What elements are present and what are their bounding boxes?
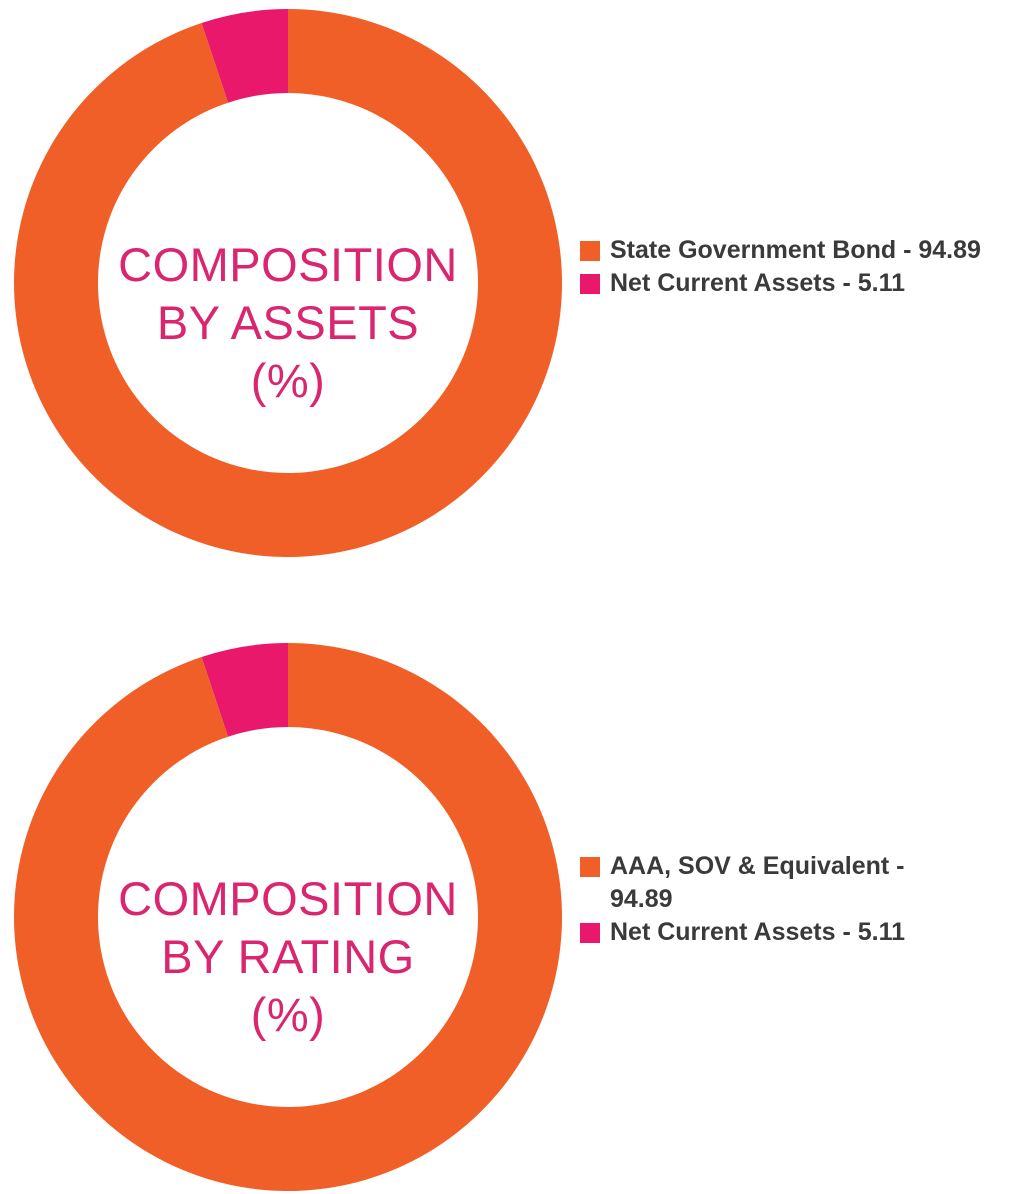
center-title-line: (%) [250, 988, 326, 1041]
legend-swatch [580, 923, 600, 943]
donut-center-title: COMPOSITION BY ASSETS (%) [88, 236, 488, 410]
center-title-line: (%) [250, 354, 326, 407]
center-title-line: BY ASSETS [156, 296, 420, 349]
legend-label: AAA, SOV & Equivalent - 94.89 [610, 852, 905, 913]
center-title-line: COMPOSITION [118, 238, 458, 291]
composition-by-assets-chart: COMPOSITION BY ASSETS (%) State Governme… [0, 0, 1021, 560]
donut-chart-assets [13, 9, 563, 557]
center-title-line: BY RATING [161, 930, 415, 983]
legend-swatch [580, 241, 600, 261]
center-title-line: COMPOSITION [118, 872, 458, 925]
legend-label: Net Current Assets - 5.11 [610, 269, 906, 297]
donut-slice-state-government-bond [13, 9, 563, 557]
legend-item-net-current-assets: Net Current Assets - 5.11 [580, 916, 940, 949]
legend-item-aaa-sov-equivalent: AAA, SOV & Equivalent - 94.89 [580, 850, 940, 916]
legend: State Government Bond - 94.89 Net Curren… [580, 234, 1010, 300]
donut-slice-net-current-assets [201, 643, 288, 737]
legend-swatch [580, 274, 600, 294]
donut-chart-rating [13, 643, 563, 1191]
donut-slice-aaa-sov-equivalent [13, 643, 563, 1191]
composition-by-rating-chart: COMPOSITION BY RATING (%) AAA, SOV & Equ… [0, 634, 1021, 1194]
legend-item-net-current-assets: Net Current Assets - 5.11 [580, 267, 1010, 300]
legend-label: Net Current Assets - 5.11 [610, 918, 906, 946]
legend-item-state-government-bond: State Government Bond - 94.89 [580, 234, 1010, 267]
legend: AAA, SOV & Equivalent - 94.89 Net Curren… [580, 850, 940, 949]
donut-slice-net-current-assets [201, 9, 288, 103]
legend-label: State Government Bond - 94.89 [610, 236, 981, 264]
legend-swatch [580, 857, 600, 877]
donut-center-title: COMPOSITION BY RATING (%) [88, 870, 488, 1044]
